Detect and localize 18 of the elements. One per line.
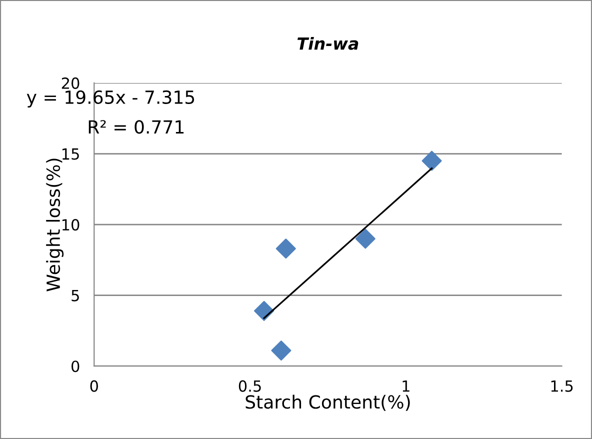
y-tick-label: 5 <box>72 290 79 302</box>
y-tick-label: 10 <box>62 219 80 231</box>
y-tick-label: 0 <box>72 360 80 372</box>
x-tick-label: 1 <box>402 380 410 392</box>
point <box>355 228 376 249</box>
point <box>271 340 292 361</box>
x-tick-label: 0.5 <box>238 380 261 392</box>
chart-title: Tin-wa <box>298 36 358 50</box>
annotation: y = 19.65x - 7.315 <box>26 90 194 108</box>
y-tick-label: 20 <box>62 77 80 89</box>
x-tick-label: 1.5 <box>551 380 573 392</box>
x-axis-title: Starch Content(%) <box>246 394 410 411</box>
y-tick-label: 15 <box>62 148 79 160</box>
point <box>422 150 442 171</box>
point <box>276 238 296 259</box>
y-axis-title: Weight loss(%) <box>46 158 64 292</box>
annotation: R² = 0.771 <box>88 120 184 134</box>
x-tick-label: 0 <box>90 380 98 392</box>
